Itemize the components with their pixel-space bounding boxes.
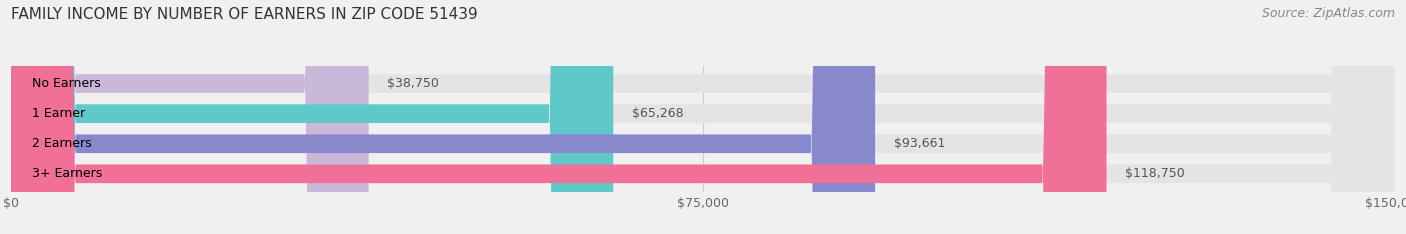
FancyBboxPatch shape bbox=[11, 0, 1107, 234]
Text: FAMILY INCOME BY NUMBER OF EARNERS IN ZIP CODE 51439: FAMILY INCOME BY NUMBER OF EARNERS IN ZI… bbox=[11, 7, 478, 22]
FancyBboxPatch shape bbox=[11, 0, 368, 234]
FancyBboxPatch shape bbox=[11, 0, 875, 234]
FancyBboxPatch shape bbox=[11, 0, 1395, 234]
Text: Source: ZipAtlas.com: Source: ZipAtlas.com bbox=[1261, 7, 1395, 20]
Text: No Earners: No Earners bbox=[31, 77, 100, 90]
FancyBboxPatch shape bbox=[11, 0, 1395, 234]
Text: 2 Earners: 2 Earners bbox=[31, 137, 91, 150]
FancyBboxPatch shape bbox=[11, 0, 1395, 234]
Text: $118,750: $118,750 bbox=[1125, 167, 1185, 180]
FancyBboxPatch shape bbox=[11, 0, 1395, 234]
Text: 1 Earner: 1 Earner bbox=[31, 107, 84, 120]
FancyBboxPatch shape bbox=[11, 0, 613, 234]
Text: $38,750: $38,750 bbox=[387, 77, 439, 90]
Text: $65,268: $65,268 bbox=[631, 107, 683, 120]
Text: $93,661: $93,661 bbox=[894, 137, 945, 150]
Text: 3+ Earners: 3+ Earners bbox=[31, 167, 101, 180]
